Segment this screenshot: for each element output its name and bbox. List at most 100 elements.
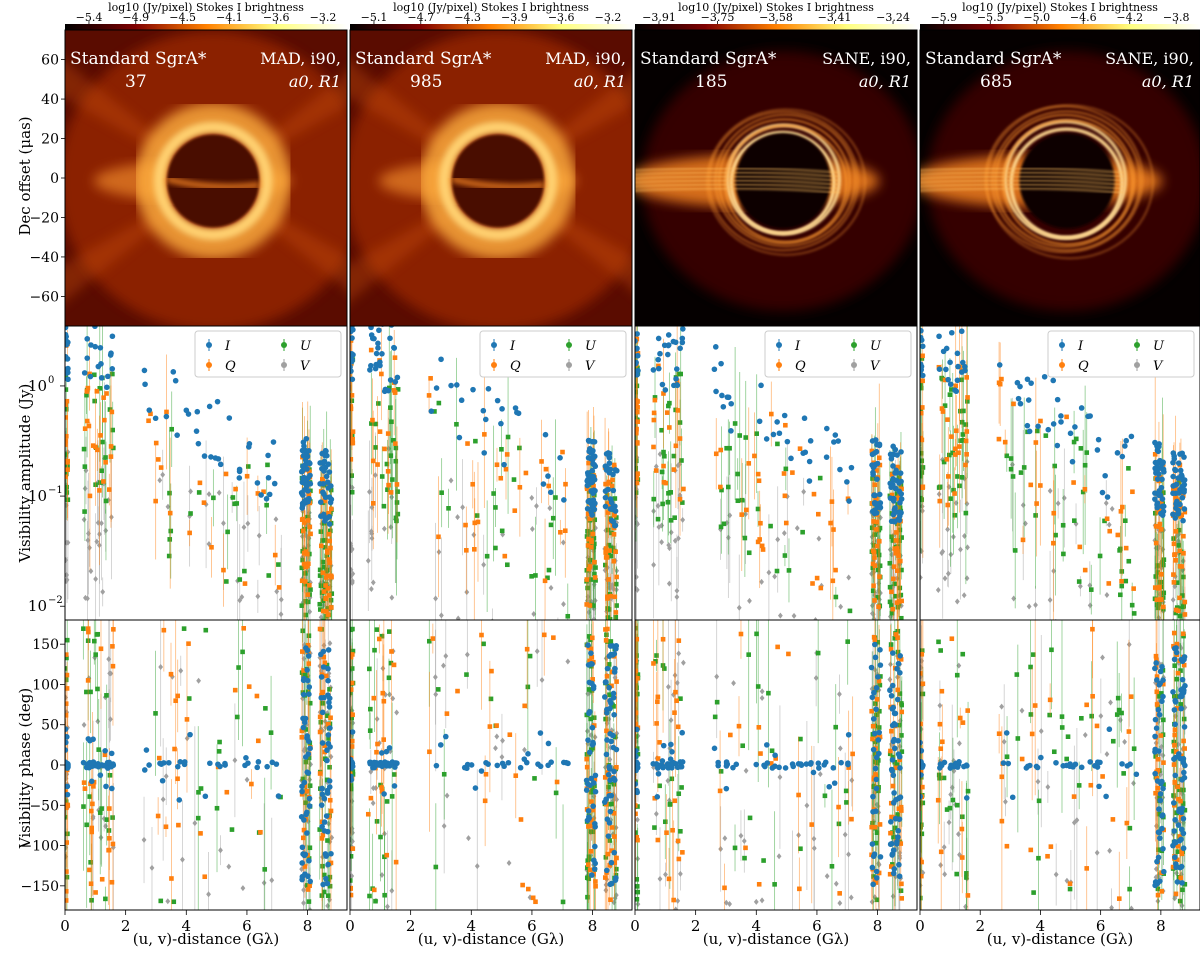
point-U — [1181, 574, 1186, 580]
point-Q — [504, 452, 510, 457]
point-I — [146, 407, 153, 413]
point-U — [373, 898, 378, 904]
point-U — [395, 489, 400, 494]
point-U — [268, 730, 274, 735]
point-I — [104, 373, 111, 380]
point-I — [321, 795, 328, 802]
point-Q — [299, 735, 305, 740]
point-V — [675, 897, 681, 904]
point-I — [718, 360, 724, 367]
point-Q — [875, 734, 880, 739]
point-Q — [635, 658, 638, 664]
point-I — [266, 491, 273, 498]
point-V — [1033, 601, 1038, 608]
point-Q — [586, 536, 591, 542]
point-Q — [680, 850, 685, 855]
point-U — [439, 490, 444, 495]
point-I — [584, 505, 591, 512]
point-I — [602, 494, 609, 501]
point-U — [920, 470, 925, 475]
point-Q — [850, 751, 855, 757]
point-I — [893, 477, 900, 484]
point-U — [662, 666, 667, 671]
point-Q — [546, 483, 552, 489]
point-I — [601, 694, 608, 700]
point-U — [606, 542, 612, 548]
point-U — [783, 466, 789, 472]
point-Q — [898, 841, 904, 846]
point-I — [659, 381, 666, 388]
point-I — [753, 761, 760, 768]
point-Q — [613, 610, 619, 615]
point-I — [669, 749, 675, 755]
image-ytick-label: 0 — [50, 171, 59, 187]
point-U — [181, 626, 187, 631]
point-U — [588, 829, 594, 834]
point-I — [592, 487, 598, 494]
point-Q — [895, 635, 900, 640]
point-I — [873, 785, 880, 792]
point-Q — [870, 548, 876, 554]
point-U — [211, 495, 216, 501]
point-U — [592, 541, 597, 547]
point-Q — [963, 438, 969, 444]
point-U — [817, 475, 823, 481]
point-Q — [306, 661, 312, 666]
point-U — [517, 445, 522, 451]
point-Q — [255, 491, 261, 496]
image-ytick-label: 60 — [41, 53, 59, 69]
point-Q — [888, 830, 893, 836]
point-V — [817, 771, 823, 778]
point-I — [326, 699, 332, 706]
point-U — [875, 639, 881, 645]
point-I — [635, 331, 640, 337]
point-V — [350, 547, 354, 554]
point-Q — [818, 585, 824, 591]
point-Q — [436, 534, 441, 540]
phase-xtick-label: 6 — [242, 917, 252, 935]
point-I — [831, 439, 837, 445]
point-I — [319, 791, 326, 798]
point-I — [1058, 413, 1064, 419]
point-U — [876, 788, 881, 794]
point-I — [494, 397, 501, 404]
point-Q — [328, 860, 334, 866]
point-V — [945, 526, 951, 533]
point-Q — [1177, 595, 1182, 601]
point-I — [547, 489, 554, 496]
point-Q — [877, 574, 882, 579]
point-I — [719, 392, 725, 399]
point-I — [674, 382, 681, 389]
point-Q — [322, 743, 328, 749]
point-Q — [111, 627, 116, 632]
point-Q — [893, 538, 899, 543]
point-Q — [603, 555, 609, 560]
point-Q — [635, 475, 640, 481]
point-U — [1160, 559, 1166, 565]
point-U — [1071, 439, 1077, 445]
point-V — [95, 718, 101, 725]
point-U — [668, 518, 674, 523]
point-V — [804, 802, 810, 809]
point-Q — [482, 798, 488, 804]
point-I — [823, 454, 830, 460]
point-Q — [728, 732, 733, 738]
point-Q — [635, 834, 640, 840]
point-U — [875, 758, 881, 763]
point-U — [1088, 587, 1094, 592]
point-U — [303, 612, 309, 618]
point-V — [493, 745, 498, 752]
point-Q — [953, 383, 958, 389]
point-I — [206, 403, 213, 410]
point-Q — [677, 436, 683, 441]
phase-xtick-label: 4 — [467, 917, 477, 935]
point-I — [1171, 455, 1178, 462]
colorbar-tick-label: −5.0 — [1023, 11, 1050, 24]
point-U — [153, 711, 158, 716]
point-I — [589, 512, 595, 518]
panel-4: log10 (Jy/pixel) Stokes I brightness−5.9… — [915, 1, 1200, 948]
point-U — [590, 745, 596, 751]
point-I — [920, 363, 925, 370]
point-I — [1159, 503, 1166, 510]
